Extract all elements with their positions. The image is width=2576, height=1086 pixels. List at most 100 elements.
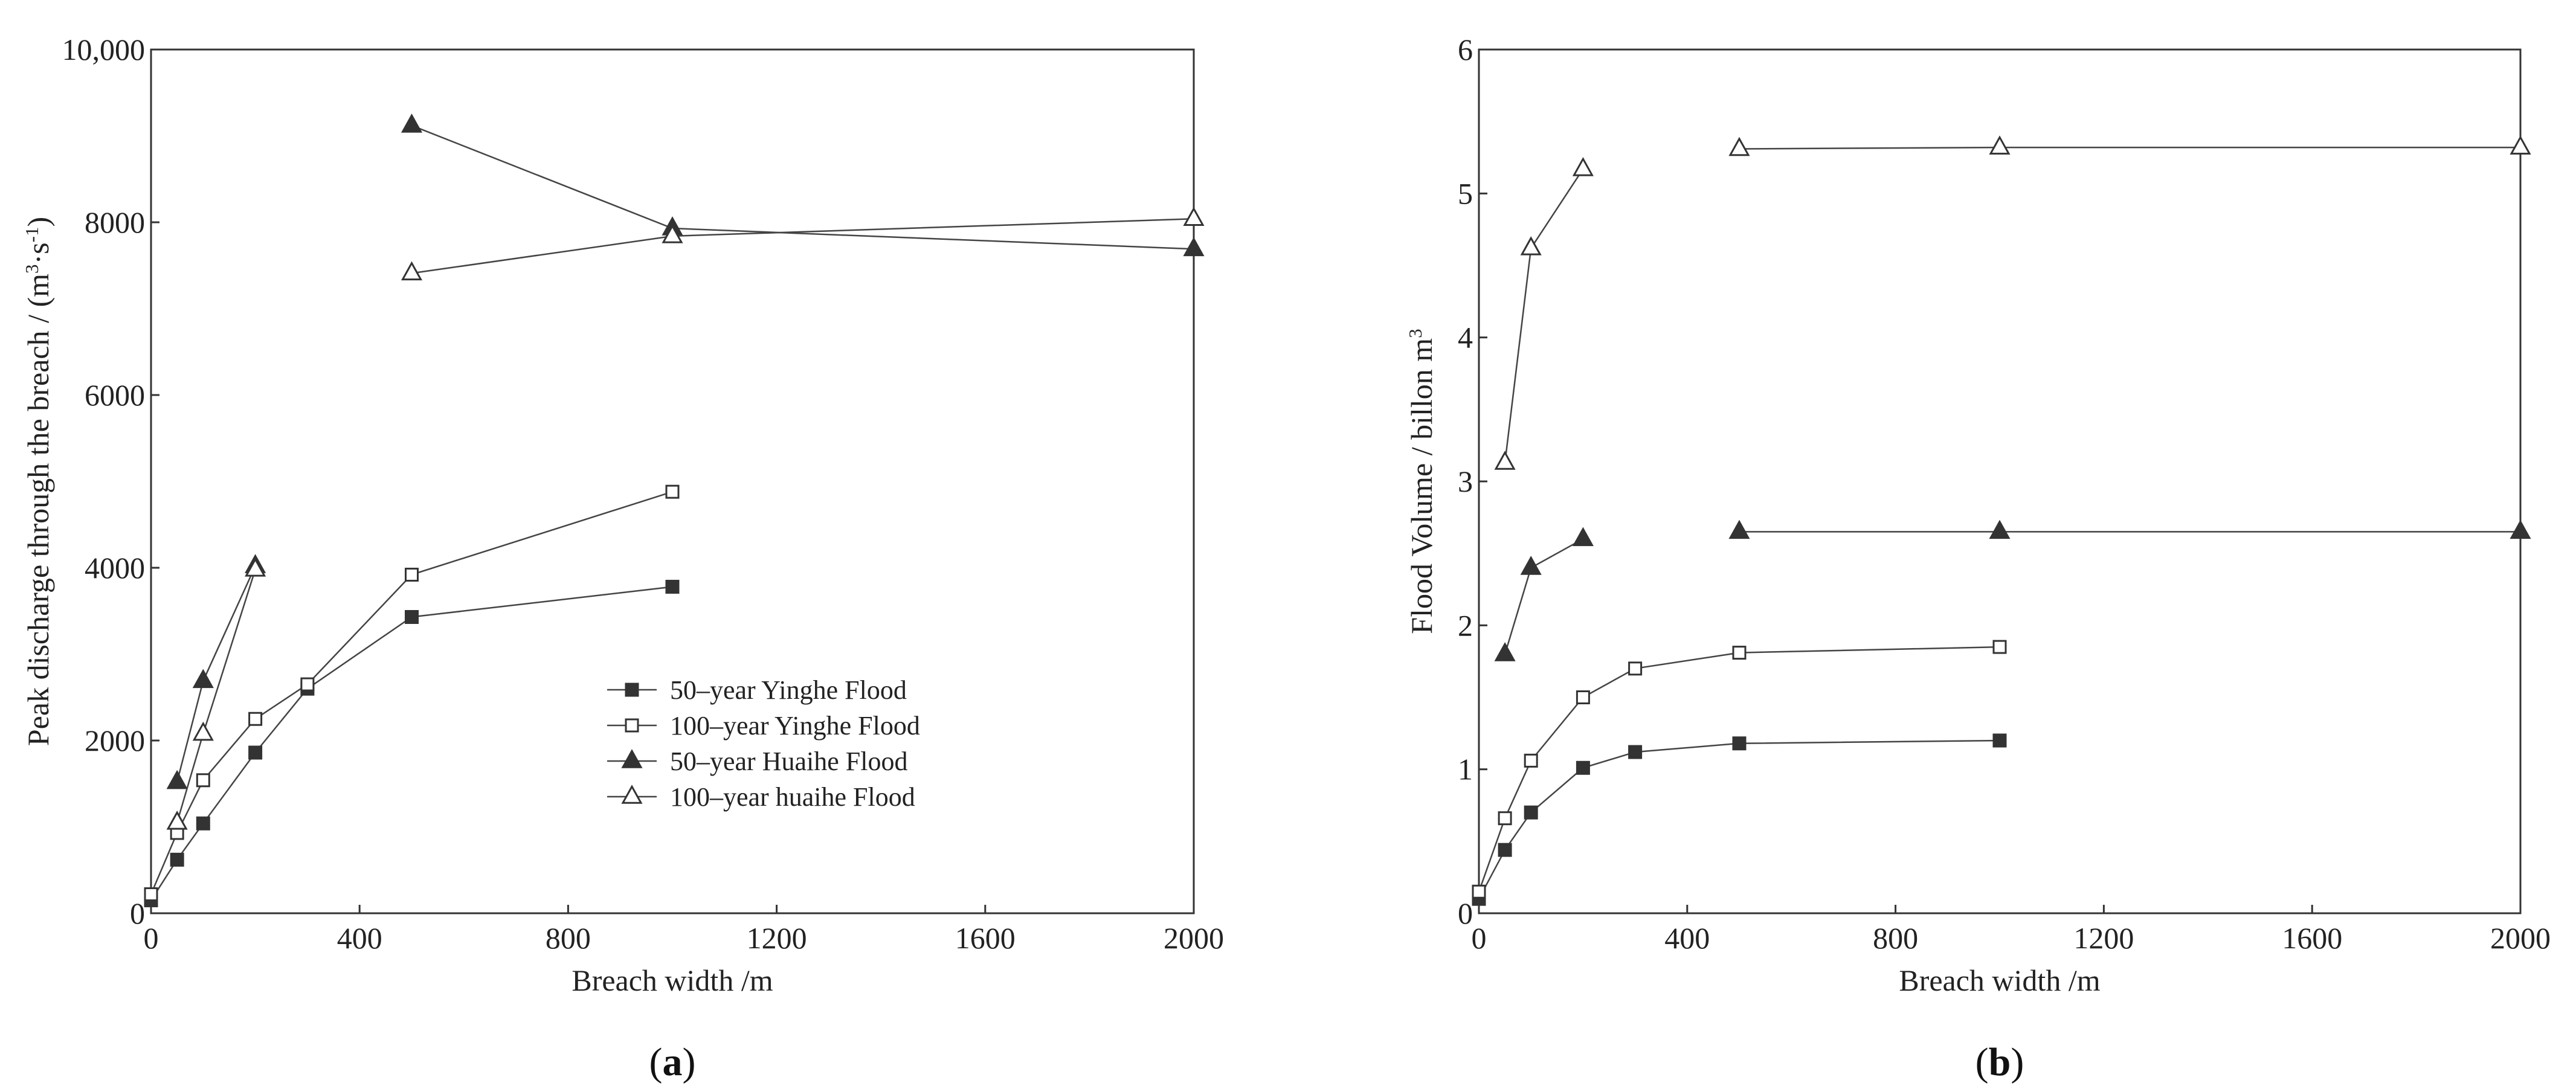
panel-b-x-tick-label: 2000 xyxy=(2490,921,2551,955)
panel-a-series-1-point xyxy=(300,677,315,692)
panel-a-legend-swatch-marker xyxy=(621,749,643,768)
panel-b-y-tick-label: 6 xyxy=(1458,33,1473,66)
panel-b-series-1-point xyxy=(1524,753,1538,768)
panel-a-y-tick-label: 6000 xyxy=(85,378,145,412)
panel-a-label-paren-close: ) xyxy=(683,1040,696,1084)
panel-a-series-2-point xyxy=(166,770,188,789)
panel-a-x-axis-label: Breach width /m xyxy=(572,963,773,997)
panel-b-series-0-point xyxy=(1732,736,1747,751)
panel-b-series-1-point xyxy=(1472,884,1486,899)
panel-a-series-1-point xyxy=(405,567,419,582)
panel-b-series-3 xyxy=(1494,135,2531,470)
panel-b-series-0-point xyxy=(1576,760,1590,775)
panel-a-series-3-line-1 xyxy=(411,218,1194,274)
panel-a-legend-label: 100–year huaihe Flood xyxy=(670,782,915,812)
panel-b-series-3-point xyxy=(1572,156,1594,176)
panel-a-series-1 xyxy=(144,484,680,902)
panel-b-y-axis-label: Flood Volume / billon m3 xyxy=(1405,329,1439,634)
panel-b-x-axis-label: Breach width /m xyxy=(1899,963,2100,997)
panel-a-series-1-line-0 xyxy=(150,491,673,895)
panel-a-label-letter: a xyxy=(663,1040,683,1084)
panel-a-series-0-line-0 xyxy=(150,586,673,901)
panel-a-legend-swatch-marker xyxy=(621,785,643,804)
panel-a-x-tick-label: 1600 xyxy=(955,921,1016,955)
panel-b-y-tick-label: 2 xyxy=(1458,608,1473,642)
panel-a-y-tick-label: 8000 xyxy=(85,205,145,239)
panel-b-series-1 xyxy=(1472,640,2007,899)
panel-a-x-tick-label: 0 xyxy=(144,921,159,955)
panel-a-legend-item: 50–year Huaihe Flood xyxy=(607,747,907,776)
panel-a-series-2-point xyxy=(1183,237,1205,257)
panel-b-series-3-point xyxy=(1494,451,1516,470)
panel-a-series-0-point xyxy=(248,745,263,760)
panel-b-series-2-point xyxy=(1728,519,1750,539)
panel-b-series-1-point xyxy=(1732,646,1747,660)
panel-a-legend-label: 100–year Yinghe Flood xyxy=(670,711,920,741)
panel-b-series-1-point xyxy=(1576,690,1590,704)
panel-a-series-3-point xyxy=(192,721,214,741)
panel-b-series-0-point xyxy=(1498,843,1512,857)
panel-b-series-2-point xyxy=(1572,527,1594,547)
panel-b-x-tick-label: 1600 xyxy=(2282,921,2342,955)
panel-a-legend-item: 100–year Yinghe Flood xyxy=(607,711,920,741)
panel-b-label-paren-close: ) xyxy=(2011,1040,2024,1084)
panel-b-y-tick-label: 0 xyxy=(1458,896,1473,930)
panel-b-series-1-point xyxy=(1498,811,1512,826)
panel-b-series-2-point xyxy=(2510,519,2531,539)
panel-b-series-0 xyxy=(1472,733,2007,906)
panel-a-x-tick-label: 2000 xyxy=(1164,921,1224,955)
panel-a-y-axis-label: Peak discharge through the breach / (m3·… xyxy=(21,217,56,746)
panel-b-x-tick-label: 400 xyxy=(1664,921,1710,955)
panel-a-series-3-point xyxy=(245,557,266,577)
panel-a-legend: 50–year Yinghe Flood 100–year Yinghe Floo… xyxy=(607,675,920,812)
panel-b-series-0-line-0 xyxy=(1478,739,2000,899)
panel-b-series-3-line-0 xyxy=(1504,169,1584,463)
panel-a-y-tick-label: 10,000 xyxy=(62,33,146,66)
panel-b-series-3-point xyxy=(2510,135,2531,155)
panel-a-x-tick-label: 1200 xyxy=(747,921,807,955)
panel-b-label-letter: b xyxy=(1989,1040,2011,1084)
panel-b-series-1-point xyxy=(1992,640,2007,654)
panel-a-label-paren-open: ( xyxy=(649,1040,663,1084)
panel-a-series-1-point xyxy=(196,773,210,788)
panel-b-series-3-point xyxy=(1520,236,1542,255)
panel-a-legend-item: 50–year Yinghe Flood xyxy=(607,675,907,705)
panel-b-series-2 xyxy=(1494,519,2531,661)
panel-b-series-0-point xyxy=(1524,805,1538,820)
panel-a-legend-item: 100–year huaihe Flood xyxy=(607,782,915,812)
panel-a-legend-swatch-marker xyxy=(625,683,639,697)
panel-a-series-1-point xyxy=(665,484,680,499)
panel-a-series-0 xyxy=(144,579,680,908)
panel-b-series-3-line-1 xyxy=(1739,146,2520,150)
panel-a-series-3-point xyxy=(166,811,188,830)
panel-b-series-3-point xyxy=(1728,137,1750,156)
panel-b-x-tick-label: 1200 xyxy=(2073,921,2134,955)
panel-a-series-2-line-1 xyxy=(411,124,1194,250)
panel-b-series-1-point xyxy=(1628,661,1643,676)
panel-a-y-axis-label-sup2: -1 xyxy=(21,227,42,243)
panel-a-x-tick-label: 800 xyxy=(546,921,591,955)
panel-b-series-1-line-0 xyxy=(1478,646,2000,892)
panel-b-y-tick-label: 4 xyxy=(1458,321,1473,355)
panel-a-series-3-point xyxy=(662,224,683,243)
panel-a-series-0-point xyxy=(196,816,210,831)
panel-b-series-2-point xyxy=(1494,642,1516,661)
panel-b-series-2-point xyxy=(1989,519,2011,539)
panel-a-series-2-line-0 xyxy=(176,565,256,782)
panel-b-y-tick-label: 5 xyxy=(1458,176,1473,210)
panel-b-chart: 0 400 800 1200 1600 2000 0 1 2 3 4 5 6 Breach width /… xyxy=(1405,33,2551,1084)
panel-a-plot-frame xyxy=(150,48,1195,914)
panel-a-chart: 0 400 800 1200 1600 2000 0 2000 4000 6000 8000 10,0… xyxy=(21,33,1225,1084)
panel-b-series-0-point xyxy=(1628,745,1643,759)
panel-b-label: (b) xyxy=(1975,1040,2024,1084)
panel-a-series-3 xyxy=(166,207,1205,830)
panel-a-series-1-point xyxy=(144,887,158,902)
panel-b-series-2-point xyxy=(1520,556,1542,575)
panel-b-series-0-point xyxy=(1992,733,2007,748)
panel-a-y-axis-label-main: Peak discharge through the breach / (m xyxy=(21,274,55,746)
panel-a-series-3-point xyxy=(1183,207,1205,227)
panel-a-series-0-point xyxy=(170,852,184,867)
panel-a-y-tick-label: 0 xyxy=(130,896,145,930)
